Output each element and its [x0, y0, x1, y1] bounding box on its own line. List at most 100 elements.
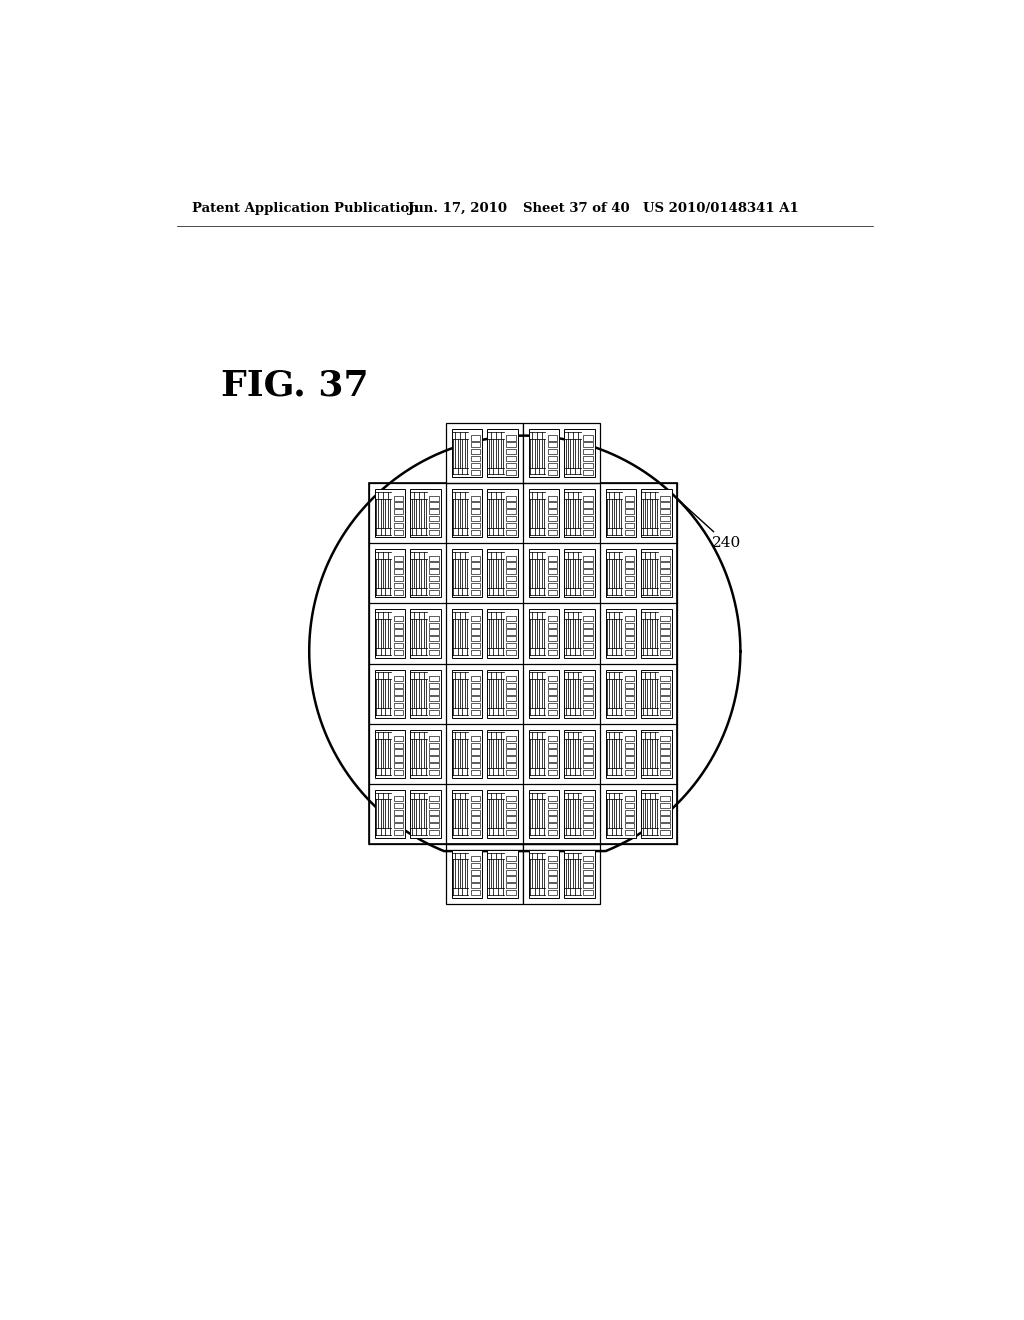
- Text: FIG. 37: FIG. 37: [221, 368, 369, 403]
- Bar: [471, 796, 480, 801]
- Bar: [487, 730, 518, 777]
- Bar: [548, 569, 557, 574]
- Bar: [660, 615, 670, 620]
- Bar: [584, 630, 593, 635]
- Bar: [393, 750, 403, 755]
- Bar: [471, 436, 480, 441]
- Bar: [584, 824, 593, 829]
- Bar: [393, 523, 403, 528]
- Bar: [548, 704, 557, 709]
- Bar: [506, 630, 516, 635]
- Bar: [584, 576, 593, 581]
- Bar: [506, 455, 516, 461]
- Bar: [429, 676, 439, 681]
- Bar: [548, 735, 557, 741]
- Bar: [506, 803, 516, 808]
- Bar: [452, 490, 482, 537]
- Bar: [584, 803, 593, 808]
- Bar: [393, 756, 403, 762]
- Bar: [584, 770, 593, 775]
- Bar: [471, 682, 480, 688]
- Bar: [471, 495, 480, 500]
- Bar: [584, 436, 593, 441]
- Bar: [506, 463, 516, 469]
- Bar: [393, 583, 403, 589]
- Bar: [393, 590, 403, 595]
- Bar: [584, 756, 593, 762]
- Bar: [452, 669, 482, 718]
- Bar: [641, 549, 672, 598]
- Bar: [429, 770, 439, 775]
- Bar: [660, 583, 670, 589]
- Bar: [548, 495, 557, 500]
- Bar: [625, 756, 635, 762]
- Bar: [506, 770, 516, 775]
- Bar: [548, 682, 557, 688]
- Bar: [471, 743, 480, 747]
- Bar: [393, 495, 403, 500]
- Bar: [471, 510, 480, 515]
- Bar: [471, 470, 480, 475]
- Bar: [429, 809, 439, 814]
- Bar: [625, 770, 635, 775]
- Bar: [471, 830, 480, 836]
- Bar: [584, 463, 593, 469]
- Bar: [429, 516, 439, 521]
- Bar: [393, 503, 403, 507]
- Text: Sheet 37 of 40: Sheet 37 of 40: [523, 202, 630, 215]
- Bar: [548, 630, 557, 635]
- Bar: [625, 615, 635, 620]
- Bar: [584, 870, 593, 875]
- Bar: [411, 490, 441, 537]
- Bar: [429, 735, 439, 741]
- Bar: [471, 463, 480, 469]
- Bar: [660, 743, 670, 747]
- Bar: [625, 735, 635, 741]
- Bar: [471, 750, 480, 755]
- Bar: [584, 682, 593, 688]
- Bar: [471, 824, 480, 829]
- Bar: [641, 669, 672, 718]
- Bar: [660, 816, 670, 821]
- Bar: [584, 696, 593, 701]
- Bar: [548, 803, 557, 808]
- Bar: [506, 682, 516, 688]
- Bar: [506, 735, 516, 741]
- Bar: [625, 689, 635, 694]
- Bar: [393, 682, 403, 688]
- Bar: [393, 710, 403, 715]
- Bar: [446, 424, 523, 483]
- Bar: [564, 610, 595, 657]
- Bar: [528, 429, 559, 478]
- Bar: [660, 689, 670, 694]
- Bar: [584, 689, 593, 694]
- Bar: [584, 830, 593, 836]
- Bar: [393, 763, 403, 768]
- Bar: [487, 669, 518, 718]
- Bar: [429, 763, 439, 768]
- Bar: [584, 796, 593, 801]
- Bar: [429, 510, 439, 515]
- Bar: [548, 689, 557, 694]
- Bar: [471, 855, 480, 861]
- Bar: [429, 803, 439, 808]
- Bar: [471, 696, 480, 701]
- Bar: [641, 610, 672, 657]
- Bar: [625, 676, 635, 681]
- Bar: [660, 576, 670, 581]
- Bar: [548, 510, 557, 515]
- Bar: [660, 696, 670, 701]
- Bar: [548, 503, 557, 507]
- Bar: [506, 470, 516, 475]
- Bar: [548, 750, 557, 755]
- Bar: [393, 630, 403, 635]
- Bar: [625, 636, 635, 642]
- Bar: [429, 750, 439, 755]
- Bar: [564, 429, 595, 478]
- Bar: [471, 816, 480, 821]
- Bar: [429, 689, 439, 694]
- Bar: [393, 824, 403, 829]
- Bar: [429, 495, 439, 500]
- Bar: [625, 696, 635, 701]
- Bar: [548, 636, 557, 642]
